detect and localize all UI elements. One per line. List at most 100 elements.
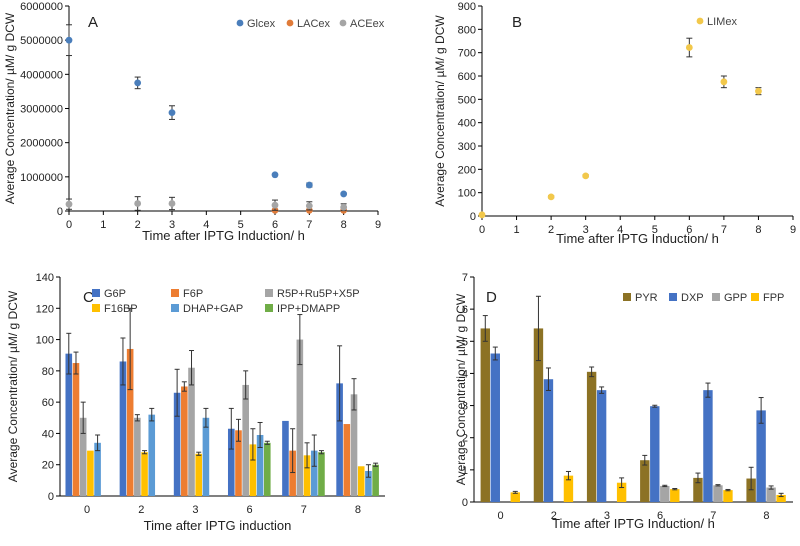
- y-axis-label: Average Concentration/ µM/ g DCW: [433, 15, 447, 207]
- panel-a: 0 1000000 2000000 3000000 4000000 5000000 6000…: [3, 1, 385, 243]
- x-axis-label: Time after IPTG induction: [144, 518, 292, 533]
- y-axis-label: Average Concentration/ µM/ g DCW: [454, 293, 468, 485]
- bar-f16bp: [303, 455, 311, 496]
- data-point-limex: [547, 193, 555, 201]
- data-point-aceex: [340, 203, 348, 211]
- x-tick-label: 0: [479, 224, 485, 236]
- x-tick-label: 5: [238, 219, 244, 231]
- x-tick-label: 5: [652, 224, 658, 236]
- panel-label: C: [83, 289, 94, 306]
- bar-fpp: [616, 482, 627, 502]
- bar-dhap-gap: [94, 442, 101, 496]
- bar-dxp: [703, 390, 713, 502]
- data-point-aceex: [134, 200, 142, 207]
- x-tick-label: 6: [247, 504, 253, 516]
- y-tick-label: 400: [458, 118, 476, 130]
- legend-label: GPP: [724, 292, 747, 304]
- legend-marker: [696, 17, 704, 25]
- bar-dxp: [596, 390, 607, 502]
- bar-f16bp: [357, 466, 365, 496]
- bar-pyr: [533, 328, 544, 502]
- bar-fpp: [563, 475, 574, 502]
- data-point-glcex: [65, 36, 73, 44]
- legend-swatch: [712, 293, 720, 301]
- bar-ipp-dmapp: [372, 464, 379, 496]
- y-tick-label: 140: [36, 272, 54, 284]
- y-tick-label: 0: [57, 206, 63, 218]
- bar-f6p: [289, 450, 296, 496]
- bar-pyr: [586, 371, 597, 502]
- y-tick-label: 2000000: [20, 138, 63, 150]
- x-tick-label: 9: [790, 224, 796, 236]
- legend-label: LACex: [297, 18, 331, 30]
- panel-label: A: [88, 14, 98, 31]
- y-tick-label: 300: [458, 141, 476, 153]
- bar-dxp: [543, 379, 554, 502]
- x-axis-label: Time after IPTG Induction/ h: [556, 231, 719, 246]
- bar-dxp: [756, 410, 766, 502]
- x-tick-label: 1: [513, 224, 519, 236]
- y-tick-label: 3: [462, 401, 468, 413]
- legend-swatch: [265, 289, 273, 297]
- legend-swatch: [171, 304, 179, 312]
- bar-gpp: [766, 487, 776, 502]
- legend-marker: [339, 19, 347, 27]
- bar-dhap-gap: [310, 450, 318, 496]
- bar-dxp: [650, 406, 660, 502]
- bar-dxp: [490, 353, 500, 502]
- legend-label: DXP: [681, 292, 704, 304]
- x-tick-label: 7: [301, 504, 307, 516]
- y-tick-label: 0: [462, 497, 468, 509]
- y-tick-label: 500: [458, 94, 476, 106]
- y-tick-label: 60: [42, 397, 54, 409]
- y-tick-label: 600: [458, 71, 476, 83]
- x-tick-label: 8: [763, 510, 769, 522]
- y-axis-label: Average Concentration/ µM/ g DCW: [3, 12, 17, 204]
- x-axis-label: Time after IPTG Induction/ h: [552, 516, 715, 531]
- bar-fpp: [776, 494, 786, 502]
- data-point-glcex: [340, 190, 348, 198]
- x-tick-label: 0: [66, 219, 72, 231]
- bar-ipp-dmapp: [263, 442, 271, 496]
- legend-label: ACEex: [350, 18, 385, 30]
- bar-gpp: [660, 485, 670, 502]
- bar-f16bp: [87, 450, 94, 496]
- legend-swatch: [171, 289, 179, 297]
- bar-f6p: [126, 348, 134, 496]
- y-tick-label: 0: [470, 211, 476, 223]
- legend-label: R5P+Ru5P+X5P: [277, 288, 360, 300]
- data-point-glcex: [134, 79, 142, 87]
- y-tick-label: 2: [462, 433, 468, 445]
- y-tick-label: 1: [462, 465, 468, 477]
- bar-pyr: [480, 328, 490, 502]
- bar-r5p-ru5p-x5p: [188, 367, 195, 496]
- data-point-aceex: [168, 200, 176, 207]
- x-tick-label: 3: [192, 504, 198, 516]
- y-tick-label: 0: [48, 491, 54, 503]
- bar-fpp: [723, 490, 733, 502]
- legend-marker: [236, 19, 244, 27]
- bar-fpp: [510, 492, 520, 502]
- bar-g6p: [173, 392, 181, 496]
- y-tick-label: 4000000: [20, 69, 63, 81]
- legend-label: F6P: [183, 288, 203, 300]
- bar-r5p-ru5p-x5p: [242, 384, 249, 496]
- legend-swatch: [751, 293, 759, 301]
- legend-label: LIMex: [707, 16, 737, 28]
- bar-r5p-ru5p-x5p: [296, 339, 304, 496]
- bar-f6p: [181, 386, 188, 496]
- x-tick-label: 1: [100, 219, 106, 231]
- bar-ipp-dmapp: [318, 452, 325, 496]
- x-tick-label: 6: [272, 219, 278, 231]
- x-tick-label: 8: [355, 504, 361, 516]
- bar-f6p: [72, 363, 80, 496]
- legend-swatch: [265, 304, 273, 312]
- y-tick-label: 6: [462, 304, 468, 316]
- data-point-aceex: [305, 202, 313, 210]
- panel-d: 0 1 2 3 4 5 6 7 Average Concentration/ µM/ g DCW…: [454, 272, 793, 531]
- bar-dhap-gap: [365, 470, 372, 496]
- legend-label: FPP: [763, 292, 784, 304]
- x-tick-label: 6: [686, 224, 692, 236]
